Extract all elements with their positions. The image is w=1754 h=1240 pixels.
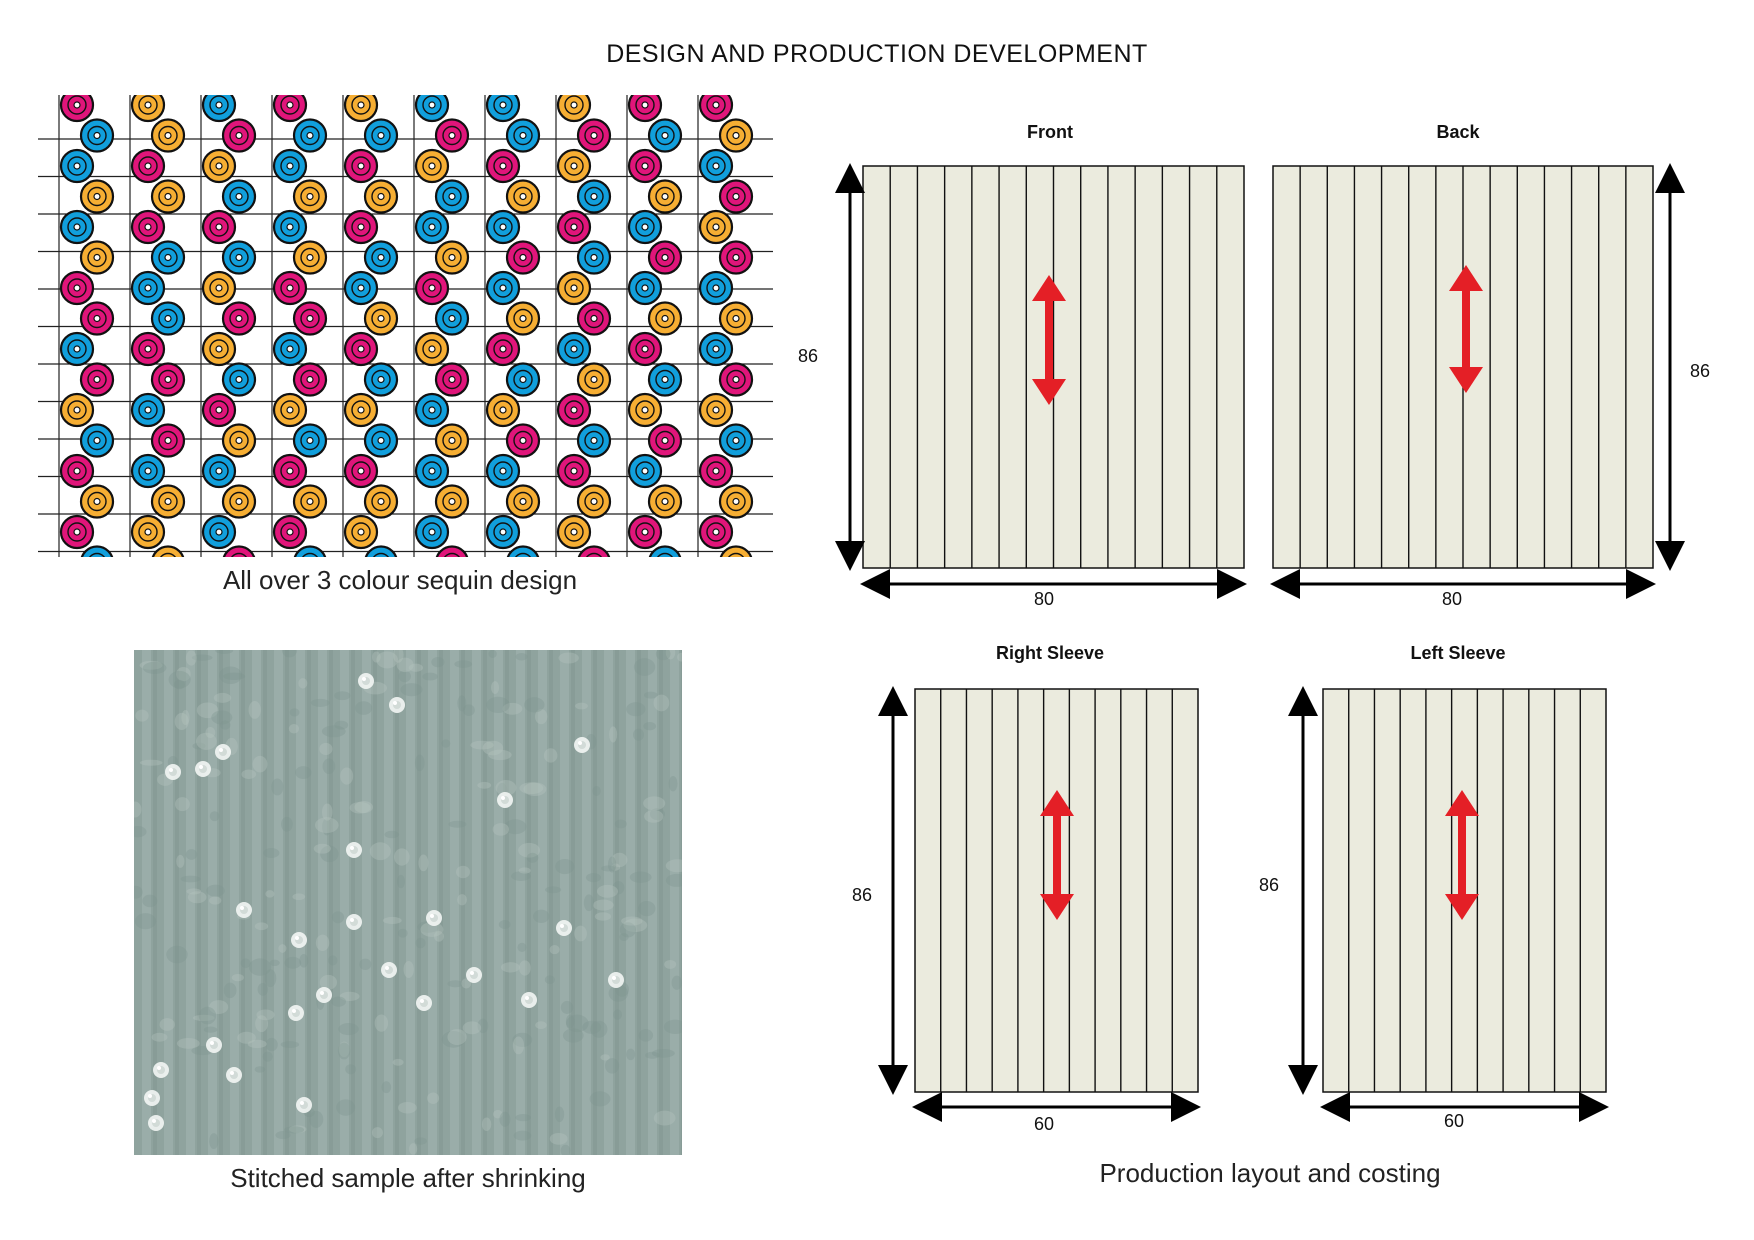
back-panel	[1270, 163, 1685, 599]
sequin-design-pattern	[38, 95, 773, 557]
sequin-sparkle	[165, 764, 181, 780]
sequin-column	[343, 95, 399, 557]
front-height-label: 86	[798, 346, 819, 366]
sequin-sparkle	[296, 1097, 312, 1113]
sequin-pattern-graphic	[38, 95, 773, 557]
sequin-sparkle	[153, 1062, 169, 1078]
sequin-sparkle	[148, 1115, 164, 1131]
sequin-column	[272, 95, 328, 557]
sequin-sparkle	[426, 910, 442, 926]
sequin-column	[201, 95, 257, 557]
page-title: DESIGN AND PRODUCTION DEVELOPMENT	[606, 40, 1148, 68]
stitched-sample-caption: Stitched sample after shrinking	[230, 1163, 586, 1193]
sequin-sparkle	[346, 914, 362, 930]
right-sleeve-height-label: 86	[852, 885, 873, 905]
left-sleeve-height-label: 86	[1259, 875, 1280, 895]
sequin-sparkle	[215, 744, 231, 760]
sequin-column	[556, 95, 612, 557]
sequin-sparkle	[288, 1005, 304, 1021]
sequin-sparkle	[206, 1037, 222, 1053]
production-layout-caption: Production layout and costing	[1099, 1158, 1441, 1188]
sequin-sparkle	[574, 737, 590, 753]
grain-line-arrow-icon	[1445, 790, 1479, 920]
sequin-column	[414, 95, 470, 557]
stitched-sample-photo	[134, 650, 682, 1155]
sequin-sparkle	[358, 673, 374, 689]
left-sleeve-label: Left Sleeve	[1410, 643, 1506, 663]
grain-line-arrow-icon	[1449, 265, 1483, 393]
sequin-design-caption: All over 3 colour sequin design	[222, 565, 578, 595]
sequin-sparkle	[416, 995, 432, 1011]
front-panel	[835, 163, 1247, 599]
right-sleeve-label: Right Sleeve	[995, 643, 1105, 663]
sequin-sparkle	[608, 972, 624, 988]
sequin-sparkle	[497, 792, 513, 808]
front-panel-label: Front	[1027, 122, 1073, 142]
sequin-sparkle	[236, 902, 252, 918]
sequin-column	[485, 95, 541, 557]
sequin-sparkle	[466, 967, 482, 983]
sequin-sparkle	[291, 932, 307, 948]
sequin-sparkle	[316, 987, 332, 1003]
sequin-column	[698, 95, 754, 557]
sequin-sparkle	[226, 1067, 242, 1083]
sequin-column	[627, 95, 683, 557]
left-sleeve-panel	[1288, 686, 1609, 1122]
sequin-sparkle	[346, 842, 362, 858]
sequin-sparkle	[389, 697, 405, 713]
sequin-sparkle	[381, 962, 397, 978]
grain-line-arrow-icon	[1040, 790, 1074, 920]
sequin-sparkle	[521, 992, 537, 1008]
sequin-sparkle	[195, 761, 211, 777]
sample-texture	[134, 650, 682, 1155]
sequin-sparkle	[556, 920, 572, 936]
back-panel-label: Back	[1436, 122, 1480, 142]
grain-line-arrow-icon	[1032, 275, 1066, 405]
back-height-label: 86	[1690, 361, 1711, 381]
sequin-sparkle	[144, 1090, 160, 1106]
right-sleeve-panel	[878, 686, 1201, 1122]
sequin-column	[59, 95, 115, 557]
sequin-column	[130, 95, 186, 557]
